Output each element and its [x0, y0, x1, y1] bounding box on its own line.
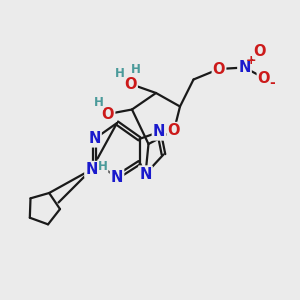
- Text: -: -: [269, 76, 275, 89]
- Text: O: O: [253, 44, 266, 59]
- Text: O: O: [213, 61, 225, 76]
- Text: H: H: [98, 160, 108, 173]
- Text: N: N: [88, 131, 101, 146]
- Text: N: N: [153, 124, 165, 140]
- Text: N: N: [238, 60, 251, 75]
- Text: O: O: [168, 123, 180, 138]
- Text: N: N: [139, 167, 152, 182]
- Text: O: O: [124, 76, 137, 92]
- Text: H: H: [115, 67, 125, 80]
- Text: O: O: [258, 70, 270, 86]
- Text: +: +: [246, 54, 256, 68]
- Text: N: N: [85, 162, 98, 177]
- Text: H: H: [94, 96, 103, 109]
- Text: N: N: [111, 169, 123, 184]
- Text: O: O: [102, 106, 114, 122]
- Text: H: H: [131, 62, 141, 76]
